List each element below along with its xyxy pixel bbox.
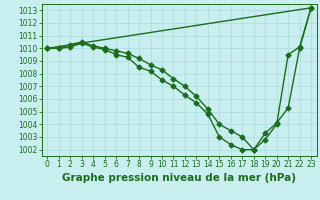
X-axis label: Graphe pression niveau de la mer (hPa): Graphe pression niveau de la mer (hPa) (62, 173, 296, 183)
